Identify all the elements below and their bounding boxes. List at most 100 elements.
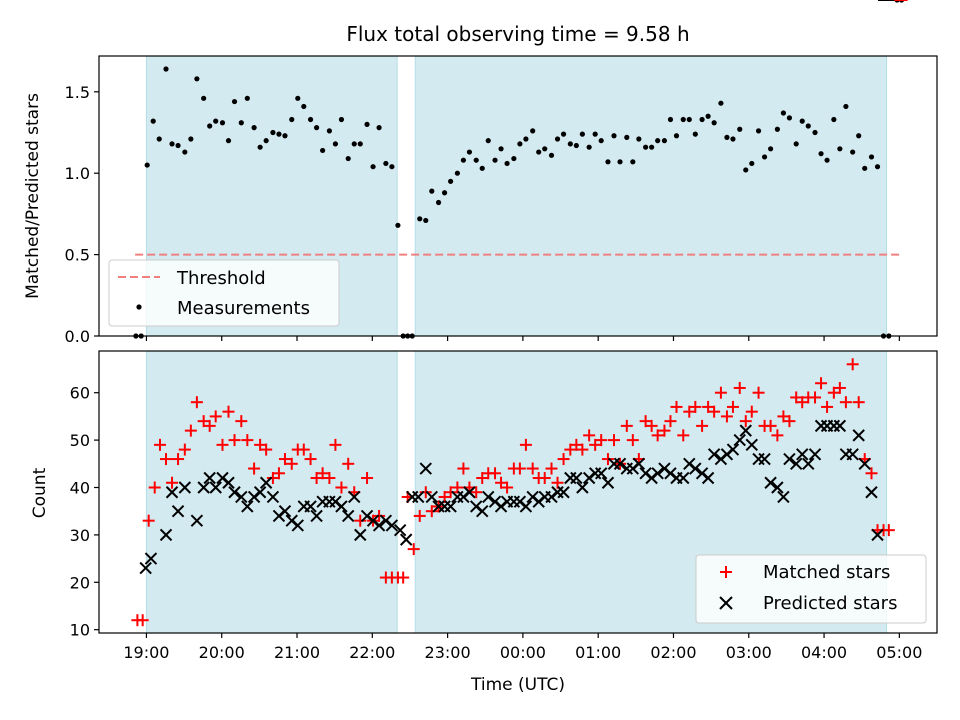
top-shaded-regions <box>145 55 888 337</box>
measurement-point <box>498 146 504 152</box>
predicted-star-marker <box>139 561 152 575</box>
matched-star-marker <box>708 405 721 418</box>
measurement-point <box>383 160 389 167</box>
measurement-point <box>630 159 636 165</box>
measurement-point <box>643 144 649 150</box>
predicted-star-marker <box>144 552 158 565</box>
x-tick-label: 03:00 <box>726 643 772 662</box>
matched-star-marker <box>833 381 846 394</box>
predicted-star-marker <box>165 486 179 499</box>
matched-star-marker <box>248 462 261 475</box>
bottom-y-axis-label: Count <box>30 467 50 518</box>
predicted-star-marker <box>677 471 690 485</box>
measurement-point <box>843 103 849 110</box>
matched-star-marker <box>595 434 608 447</box>
measurement-point <box>182 149 188 155</box>
predicted-star-marker <box>570 471 583 485</box>
matched-star-marker <box>720 410 733 423</box>
predicted-star-marker <box>858 457 871 471</box>
matched-star-marker <box>476 472 489 485</box>
matched-star-marker <box>882 524 895 537</box>
matched-star-marker <box>513 462 526 475</box>
measurement-point <box>301 103 307 110</box>
measurement-point <box>417 216 423 222</box>
predicted-star-marker <box>739 424 752 437</box>
chart-title: Flux total observing time = 9.58 h <box>346 22 689 46</box>
matched-star-marker <box>557 453 570 466</box>
measurement-point <box>441 190 448 196</box>
x-tick-label: 04:00 <box>801 643 847 662</box>
predicted-star-marker <box>159 528 173 542</box>
measurement-point <box>376 125 382 131</box>
y-tick-label: 40 <box>70 478 90 497</box>
measurement-point <box>686 116 692 123</box>
matched-star-marker <box>335 481 348 494</box>
measurement-point <box>504 160 510 167</box>
matched-star-marker <box>278 453 291 466</box>
measurement-point <box>850 149 856 155</box>
matched-star-marker <box>783 415 796 428</box>
predicted-star-marker <box>632 457 646 471</box>
matched-star-marker <box>148 481 161 494</box>
measurement-point <box>188 136 194 142</box>
matched-star-marker <box>209 410 222 423</box>
measurement-point <box>466 149 473 155</box>
measurement-point <box>270 129 276 136</box>
measurement-point <box>605 159 611 165</box>
measurement-point <box>389 164 395 170</box>
measurement-point <box>692 131 698 137</box>
measurement-point <box>357 141 363 147</box>
measurement-point <box>231 98 238 105</box>
matched-star-marker <box>354 514 367 527</box>
matched-star-marker <box>304 453 317 466</box>
measurement-point <box>364 121 370 127</box>
measurement-point <box>276 131 282 137</box>
predicted-star-marker <box>463 486 476 499</box>
predicted-star-marker <box>745 438 758 452</box>
measurement-point <box>617 159 623 165</box>
matched-star-marker <box>752 386 765 399</box>
measurement-point <box>429 188 435 194</box>
matched-star-marker <box>254 438 267 451</box>
predicted-star-marker <box>476 504 489 518</box>
matched-star-marker <box>470 486 483 499</box>
measurement-point <box>567 141 573 147</box>
matched-star-marker <box>342 457 355 470</box>
matched-star-marker <box>764 419 777 432</box>
measurement-point <box>768 146 774 152</box>
matched-star-marker <box>689 400 702 413</box>
matched-star-marker <box>142 514 155 527</box>
measurement-point <box>460 157 467 163</box>
matched-star-marker <box>796 396 809 409</box>
matched-star-marker <box>241 434 254 447</box>
matched-star-marker <box>626 434 639 447</box>
matched-star-marker <box>607 434 620 447</box>
predicted-star-marker <box>846 448 859 461</box>
matched-star-marker <box>172 453 185 466</box>
predicted-star-marker <box>733 433 746 447</box>
matched-star-marker <box>489 467 502 480</box>
predicted-star-marker <box>808 448 822 461</box>
measurement-point <box>523 136 529 142</box>
predicted-star-marker <box>557 486 570 499</box>
predicted-legend-label: Predicted stars <box>763 593 897 614</box>
x-tick-label: 22:00 <box>349 643 395 662</box>
measurement-point <box>837 146 843 152</box>
matched-star-marker <box>564 443 577 456</box>
measurement-point <box>699 116 705 123</box>
matched-star-marker <box>583 429 596 442</box>
matched-star-marker <box>790 391 803 404</box>
matched-star-marker <box>821 400 834 413</box>
predicted-star-marker <box>354 528 367 542</box>
y-tick-label: 10 <box>70 621 90 640</box>
matched-star-marker <box>407 543 420 556</box>
measurement-point <box>150 118 156 124</box>
x-tick-label: 01:00 <box>575 643 621 662</box>
measurement-point <box>560 131 567 137</box>
top-legend: Threshold Measurements <box>108 259 340 327</box>
measurement-point <box>169 141 175 147</box>
predicted-star-marker <box>385 519 399 532</box>
measurement-point <box>251 125 257 131</box>
measurement-point <box>812 129 818 136</box>
threshold-legend-label: Threshold <box>176 268 266 289</box>
